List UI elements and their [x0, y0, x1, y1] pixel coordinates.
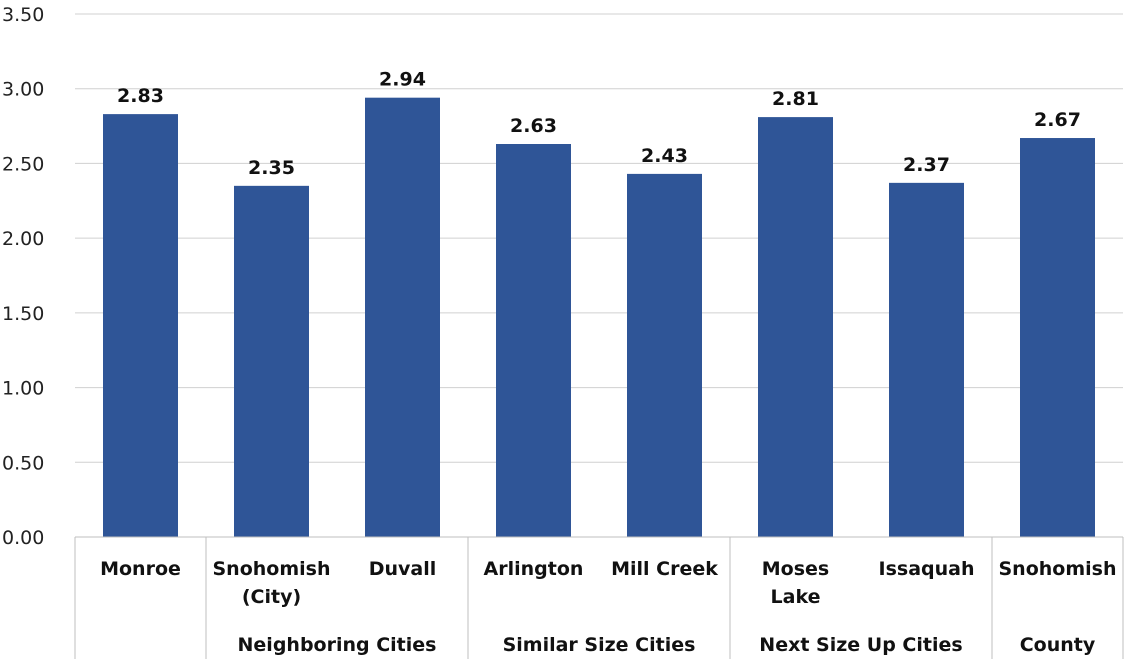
data-label: 2.83: [117, 85, 164, 107]
x-category-label: Mill Creek: [611, 558, 718, 580]
y-tick-label: 1.00: [2, 378, 44, 400]
bar: [365, 97, 440, 538]
data-label: 2.81: [772, 88, 819, 110]
x-group-label: Similar Size Cities: [503, 634, 696, 656]
x-group-label: Next Size Up Cities: [759, 634, 962, 656]
bar: [758, 117, 833, 537]
y-tick-label: 2.50: [2, 153, 44, 175]
y-tick-label: 1.50: [2, 303, 44, 325]
x-axis: Monroe Snohomish (City) Duvall Arlington Mill…: [74, 536, 1124, 659]
bar: [1020, 138, 1095, 538]
bar: [496, 144, 571, 537]
y-tick-label: 2.00: [2, 228, 44, 250]
bar: [234, 185, 309, 538]
y-axis: 0.00 0.50 1.00 1.50 2.00 2.50 3.00 3.50: [2, 4, 44, 549]
x-category-label: Lake: [771, 586, 821, 608]
data-label: 2.35: [248, 157, 295, 179]
data-label: 2.67: [1034, 109, 1081, 131]
x-category-label: Duvall: [369, 558, 437, 580]
data-label: 2.63: [510, 115, 557, 137]
data-labels: 2.83 2.35 2.94 2.63 2.43 2.81 2.37 2.67: [117, 69, 1081, 179]
gridlines: [75, 13, 1123, 463]
bar: [103, 114, 178, 538]
data-label: 2.43: [641, 145, 688, 167]
bars: [103, 97, 1095, 538]
y-tick-label: 0.00: [2, 527, 44, 549]
x-category-label: Snohomish: [999, 558, 1117, 580]
x-group-label: Neighboring Cities: [238, 634, 437, 656]
x-category-label: Issaquah: [879, 558, 975, 580]
data-label: 2.37: [903, 154, 950, 176]
x-category-label: Moses: [762, 558, 829, 580]
y-tick-label: 3.00: [2, 79, 44, 101]
bar: [627, 173, 702, 538]
x-category-label: (City): [242, 586, 301, 608]
x-category-label: Snohomish: [213, 558, 331, 580]
x-category-label: Arlington: [484, 558, 584, 580]
y-tick-label: 3.50: [2, 4, 44, 26]
x-category-label: Monroe: [100, 558, 181, 580]
y-tick-label: 0.50: [2, 452, 44, 474]
data-label: 2.94: [379, 69, 426, 91]
x-group-label: County: [1020, 634, 1096, 656]
bar: [889, 182, 964, 537]
